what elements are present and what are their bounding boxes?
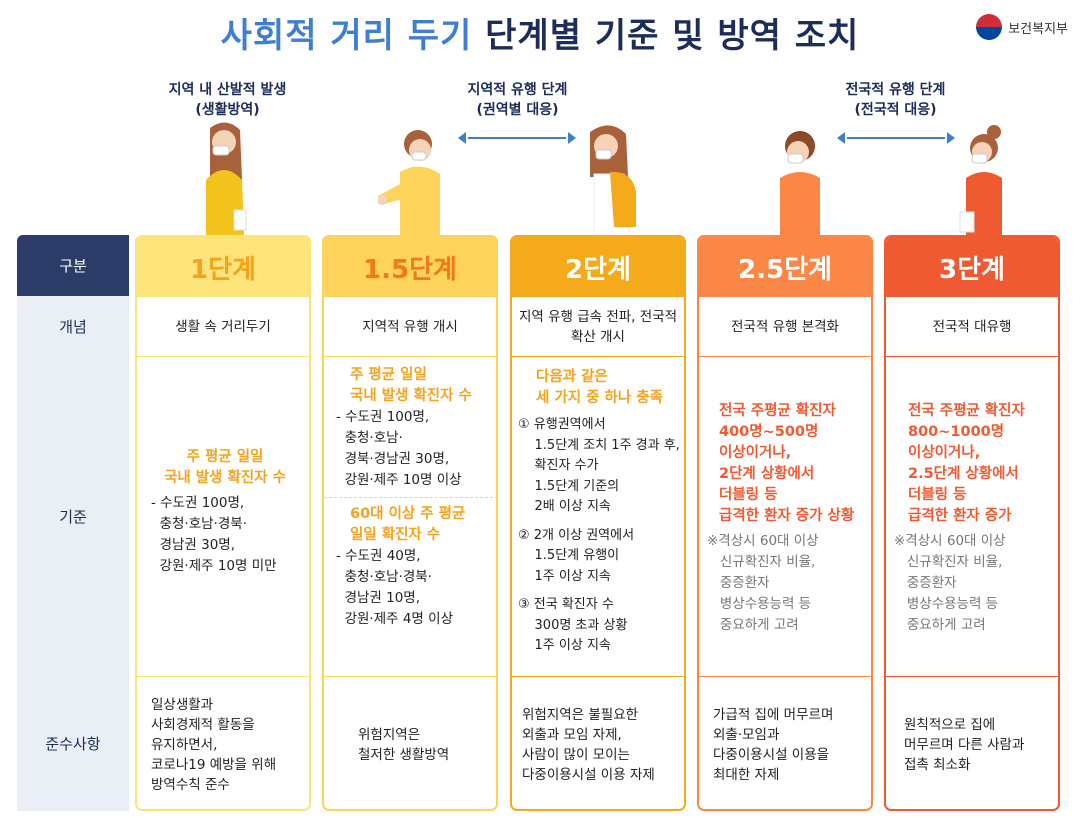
- criteria-highlight: 주 평균 일일 국내 발생 확진자 수: [350, 367, 472, 404]
- row-header-compliance: 준수사항: [17, 676, 129, 811]
- stage-label: 2단계: [512, 237, 684, 297]
- title-part-2: 단계별 기준 및 방역 조치: [485, 16, 860, 56]
- stage-compliance: 위험지역은 불필요한 외출과 모임 자제, 사람이 많이 모이는 다중이용시설 …: [512, 677, 684, 809]
- stage-column-1: 1단계 생활 속 거리두기 주 평균 일일 국내 발생 확진자 수 - 수도권 …: [135, 235, 311, 811]
- caption-national-line2: (전국적 대응): [854, 102, 937, 118]
- stage-compliance: 일상생활과 사회경제적 활동을 유지하면서, 코로나19 예방을 위해 방역수칙…: [137, 677, 309, 809]
- caption-national: 전국적 유행 단계 (전국적 대응): [808, 80, 983, 120]
- stage-criteria: 전국 주평균 확진자 800~1000명 이상이거나, 2.5단계 상황에서 더…: [886, 357, 1058, 677]
- stage-column-3: 3단계 전국적 대유행 전국 주평균 확진자 800~1000명 이상이거나, …: [884, 235, 1060, 811]
- criteria-highlight: 다음과 같은 세 가지 중 하나 충족: [536, 369, 663, 406]
- row-header-category: 구분: [17, 235, 129, 296]
- stage-column-2: 2단계 지역 유행 급속 전파, 전국적 확산 개시 다음과 같은 세 가지 중…: [510, 235, 686, 811]
- person-illustration-1: [206, 122, 247, 235]
- stage-label: 1.5단계: [324, 237, 496, 297]
- compliance-text: 위험지역은 철저한 생활방역: [358, 727, 450, 763]
- criteria-detail: - 수도권 100명, 충청·호남·경북· 경남권 30명, 강원·제주 10명…: [151, 495, 277, 574]
- stage-column-2-5: 2.5단계 전국적 유행 본격화 전국 주평균 확진자 400명~500명 이상…: [697, 235, 873, 811]
- stage-criteria: 주 평균 일일 국내 발생 확진자 수 - 수도권 100명, 충청·호남·경북…: [137, 357, 309, 677]
- row-header-concept: 개념: [17, 296, 129, 357]
- stage-column-1-5: 1.5단계 지역적 유행 개시 주 평균 일일 국내 발생 확진자 수 - 수도…: [322, 235, 498, 811]
- criteria-detail: - 수도권 100명, 충청·호남· 경북·경남권 30명, 강원·제주 10명…: [336, 409, 462, 488]
- caption-regional-line1: 지역적 유행 단계: [467, 82, 568, 98]
- caption-local: 지역 내 산발적 발생 (생활방역): [140, 80, 315, 120]
- stage-criteria: 전국 주평균 확진자 400명~500명 이상이거나, 2단계 상황에서 더블링…: [699, 357, 871, 677]
- stage-concept: 지역 유행 급속 전파, 전국적 확산 개시: [512, 297, 684, 357]
- criteria-detail-2: - 수도권 40명, 충청·호남·경북· 경남권 10명, 강원·제주 4명 이…: [336, 548, 453, 627]
- person-illustration-2: [378, 130, 440, 235]
- compliance-text: 원칙적으로 집에 머무르며 다른 사람과 접촉 최소화: [904, 717, 1025, 773]
- page-title: 사회적 거리 두기 단계별 기준 및 방역 조치: [221, 16, 860, 56]
- row-header-criteria: 기준: [17, 356, 129, 677]
- ministry-logo: 보건복지부: [976, 14, 1068, 40]
- person-illustration-5: [959, 125, 1002, 235]
- criteria-divider: [324, 497, 496, 498]
- caption-local-line1: 지역 내 산발적 발생: [168, 82, 287, 98]
- criteria-note: ※격상시 60대 이상 신규확진자 비율, 중증환자 병상수용능력 등 중요하게…: [894, 533, 1006, 633]
- stage-compliance: 원칙적으로 집에 머무르며 다른 사람과 접촉 최소화: [886, 677, 1058, 809]
- page-title-wrap: 사회적 거리 두기 단계별 기준 및 방역 조치: [0, 8, 1080, 57]
- criteria-item-1: ① 유행권역에서 1.5단계 조치 1주 경과 후, 확진자 수가 1.5단계 …: [518, 417, 680, 514]
- compliance-text: 가급적 집에 머무르며 외출·모임과 다중이용시설 이용을 최대한 자제: [713, 707, 834, 783]
- compliance-text: 위험지역은 불필요한 외출과 모임 자제, 사람이 많이 모이는 다중이용시설 …: [522, 707, 655, 783]
- stage-criteria: 다음과 같은 세 가지 중 하나 충족 ① 유행권역에서 1.5단계 조치 1주…: [512, 357, 684, 677]
- caption-regional-line2: (권역별 대응): [476, 102, 559, 118]
- person-illustration-4: [780, 131, 820, 235]
- arrow-national-icon: [837, 132, 955, 144]
- person-illustration-3: [590, 125, 636, 235]
- criteria-item-2: ② 2개 이상 권역에서 1.5단계 유행이 1주 이상 지속: [518, 527, 635, 584]
- arrow-regional-icon: [458, 132, 576, 144]
- caption-local-line2: (생활방역): [195, 102, 260, 118]
- stage-criteria: 주 평균 일일 국내 발생 확진자 수 - 수도권 100명, 충청·호남· 경…: [324, 357, 496, 677]
- criteria-highlight: 전국 주평균 확진자 800~1000명 이상이거나, 2.5단계 상황에서 더…: [908, 403, 1025, 524]
- criteria-highlight: 전국 주평균 확진자 400명~500명 이상이거나, 2단계 상황에서 더블링…: [719, 403, 855, 524]
- stage-compliance: 가급적 집에 머무르며 외출·모임과 다중이용시설 이용을 최대한 자제: [699, 677, 871, 809]
- caption-regional: 지역적 유행 단계 (권역별 대응): [430, 80, 605, 120]
- criteria-highlight-2: 60대 이상 주 평균 일일 확진자 수: [350, 506, 466, 543]
- stage-label: 1단계: [137, 237, 309, 297]
- stage-concept: 전국적 대유행: [886, 297, 1058, 357]
- stage-label: 3단계: [886, 237, 1058, 297]
- caption-national-line1: 전국적 유행 단계: [845, 82, 946, 98]
- stage-concept: 전국적 유행 본격화: [699, 297, 871, 357]
- criteria-note: ※격상시 60대 이상 신규확진자 비율, 중증환자 병상수용능력 등 중요하게…: [707, 533, 819, 633]
- criteria-item-3: ③ 전국 확진자 수 300명 초과 상황 1주 이상 지속: [518, 597, 628, 653]
- taegeuk-icon: [976, 14, 1003, 40]
- criteria-highlight: 주 평균 일일 국내 발생 확진자 수: [164, 449, 286, 486]
- stage-concept: 지역적 유행 개시: [324, 297, 496, 357]
- title-part-1: 사회적 거리 두기: [220, 16, 473, 56]
- stage-concept: 생활 속 거리두기: [137, 297, 309, 357]
- stage-compliance: 위험지역은 철저한 생활방역: [324, 677, 496, 809]
- compliance-text: 일상생활과 사회경제적 활동을 유지하면서, 코로나19 예방을 위해 방역수칙…: [151, 697, 277, 793]
- stage-label: 2.5단계: [699, 237, 871, 297]
- ministry-name: 보건복지부: [1008, 21, 1068, 37]
